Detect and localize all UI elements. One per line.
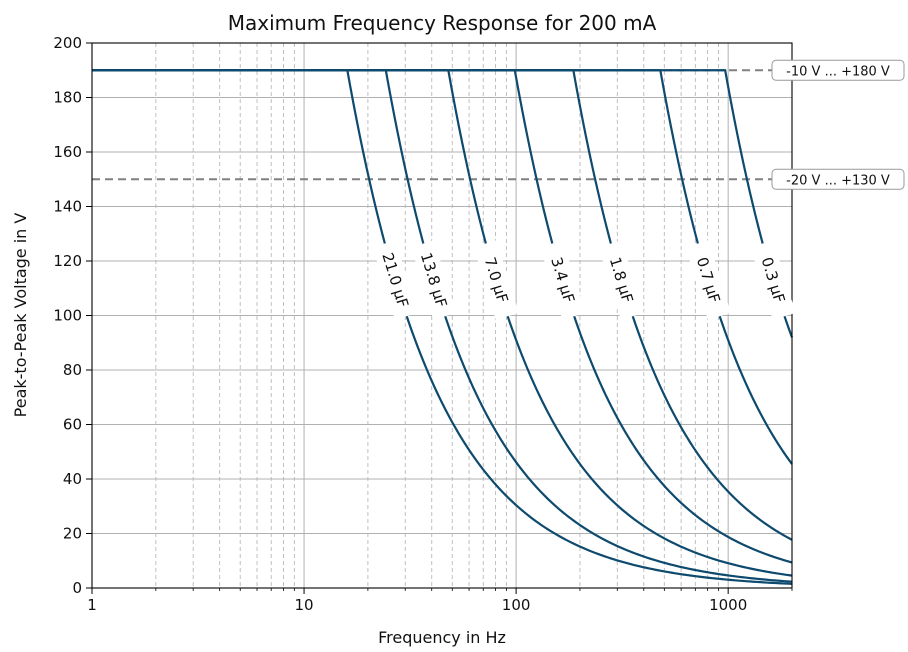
reference-label: -10 V ... +180 V — [786, 64, 890, 79]
series-label-group: 0.3 µF — [750, 240, 796, 320]
reference-labels: -10 V ... +180 V -20 V ... +130 V — [771, 59, 905, 190]
series-line — [92, 69, 793, 583]
y-axis-label: Peak-to-Peak Voltage in V — [11, 213, 30, 418]
y-tick-label: 60 — [63, 416, 82, 434]
series-line — [92, 69, 793, 585]
y-tick-label: 200 — [53, 34, 82, 52]
series-line — [92, 69, 793, 541]
reference-label-box — [771, 59, 905, 81]
x-axis-ticks: 1 10 100 1000 — [87, 588, 793, 614]
series-line — [92, 69, 793, 577]
series-label-background — [750, 240, 796, 320]
x-axis-label: Frequency in Hz — [378, 628, 506, 647]
x-tick-label: 1000 — [709, 596, 747, 614]
series-label-group: 21.0 µF — [372, 240, 418, 320]
series-label-background — [411, 240, 457, 320]
series-lines — [92, 69, 794, 585]
series-label-group: 1.8 µF — [598, 240, 644, 320]
reference-label-box — [771, 168, 905, 190]
chart-title: Maximum Frequency Response for 200 mA — [228, 11, 657, 35]
y-axis-ticks: 0 20 40 60 80 100 120 140 160 180 200 — [53, 34, 92, 597]
y-tick-label: 20 — [63, 525, 82, 543]
series-label-group: 7.0 µF — [473, 240, 519, 320]
series-label-background — [372, 240, 418, 320]
series-label-group: 13.8 µF — [411, 240, 457, 320]
y-tick-label: 180 — [53, 89, 82, 107]
y-tick-label: 160 — [53, 143, 82, 161]
series-label-group: 0.7 µF — [685, 240, 731, 320]
series-label-background — [473, 240, 519, 320]
y-tick-label: 40 — [63, 470, 82, 488]
series-label-background — [540, 240, 586, 320]
y-tick-label: 80 — [63, 361, 82, 379]
series-line — [92, 69, 793, 465]
x-tick-label: 100 — [502, 596, 531, 614]
y-tick-label: 140 — [53, 198, 82, 216]
series-label-background — [598, 240, 644, 320]
series-label-group: 3.4 µF — [540, 240, 586, 320]
y-tick-label: 120 — [53, 252, 82, 270]
y-tick-label: 100 — [53, 307, 82, 325]
x-tick-label: 10 — [295, 596, 314, 614]
series-labels: 21.0 µF 13.8 µF 7.0 µF 3.4 µF 1.8 µF 0.7 µF 0.… — [372, 240, 796, 320]
y-tick-label: 0 — [72, 579, 82, 597]
reference-label: -20 V ... +130 V — [786, 173, 890, 188]
series-label-background — [685, 240, 731, 320]
x-tick-label: 1 — [87, 596, 97, 614]
